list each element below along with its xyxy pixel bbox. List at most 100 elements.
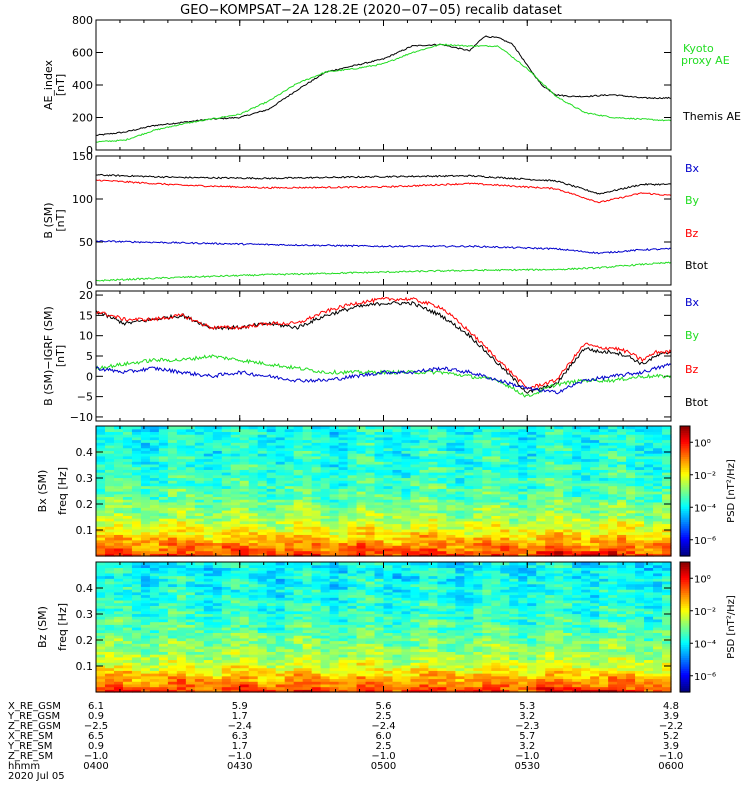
spectrogram-cell [491, 523, 501, 527]
spectrogram-cell [500, 542, 510, 546]
spectrogram-cell [194, 428, 205, 433]
spectrogram-cell [554, 523, 564, 527]
spectrogram-cell [140, 662, 151, 666]
spectrogram-cell [248, 667, 259, 671]
spectrogram-cell [338, 648, 349, 652]
spectrogram-cell [653, 640, 663, 644]
spectrogram-cell [410, 485, 421, 489]
spectrogram-cell [239, 675, 250, 680]
spectrogram-cell [653, 474, 663, 479]
y-tick-label: 0.4 [76, 446, 94, 459]
spectrogram-cell [527, 632, 537, 636]
spectrogram-cell [428, 645, 438, 650]
spectrogram-cell [491, 444, 501, 449]
spectrogram-cell [113, 491, 124, 495]
spectrogram-cell [644, 542, 654, 546]
spectrogram-cell [563, 504, 573, 508]
spectrogram-cell [356, 534, 367, 538]
spectrogram-cell [212, 550, 223, 554]
spectrogram-cell [149, 627, 160, 631]
spectrogram-cell [257, 453, 268, 457]
spectrogram-cell [572, 439, 582, 443]
spectrogram-cell [599, 645, 609, 650]
spectrogram-cell [536, 643, 546, 647]
spectrogram-cell [266, 439, 277, 443]
colorbar-cell [680, 514, 690, 518]
spectrogram-cell [653, 686, 663, 690]
spectrogram-cell [158, 509, 169, 514]
spectrogram-cell [113, 643, 124, 647]
spectrogram-cell [500, 458, 510, 462]
spectrogram-cell [599, 656, 609, 661]
spectrogram-cell [392, 640, 403, 644]
spectrogram-cell [545, 654, 555, 658]
spectrogram-cell [635, 542, 645, 546]
spectrogram-cell [554, 528, 564, 533]
spectrogram-cell [338, 426, 349, 430]
spectrogram-cell [257, 667, 268, 671]
spectrogram-cell [617, 434, 627, 438]
spectrogram-cell [167, 520, 178, 525]
spectrogram-cell [320, 461, 331, 465]
spectrogram-cell [491, 455, 501, 460]
spectrogram-cell [563, 428, 573, 433]
spectrogram-cell [221, 681, 232, 685]
spectrogram-cell [302, 667, 313, 671]
spectrogram-cell [455, 509, 465, 514]
spectrogram-cell [410, 455, 421, 460]
spectrogram-cell [113, 550, 124, 554]
colorbar-cell [680, 458, 690, 462]
spectrogram-cell [203, 515, 214, 519]
chart-title: GEO−KOMPSAT−2A 128.2E (2020−07−05) recal… [180, 3, 562, 18]
spectrogram-cell [482, 453, 492, 457]
spectrogram-cell [140, 426, 151, 430]
spectrogram-cell [500, 474, 510, 479]
spectrogram-cell [500, 553, 510, 557]
spectrogram-cell [437, 439, 447, 443]
spectrogram-cell [221, 515, 232, 519]
spectrogram-cell [257, 474, 268, 479]
spectrogram-cell [221, 629, 232, 634]
spectrogram-cell [158, 431, 169, 435]
spectrogram-cell [581, 431, 591, 435]
spectrogram-cell [275, 654, 286, 658]
spectrogram-cell [491, 656, 501, 661]
spectrogram-cell [509, 512, 519, 516]
spectrogram-cell [563, 531, 573, 535]
spectrogram-cell [401, 675, 412, 680]
spectrogram-cell [329, 689, 340, 693]
spectrogram-cell [122, 461, 133, 465]
spectrogram-cell [401, 453, 412, 457]
spectrogram-cell [527, 531, 537, 535]
spectrogram-cell [149, 550, 160, 554]
spectrogram-cell [644, 499, 654, 503]
spectrogram-cell [374, 450, 385, 454]
spectrogram-cell [212, 496, 223, 500]
spectrogram-cell [626, 664, 636, 669]
spectrogram-cell [356, 664, 367, 669]
spectrogram-cell [608, 635, 618, 639]
spectrogram-cell [392, 526, 403, 530]
spectrogram-cell [392, 472, 403, 476]
spectrogram-cell [374, 683, 385, 688]
spectrogram-cell [311, 469, 322, 473]
spectrogram-cell [437, 654, 447, 658]
spectrogram-cell [320, 550, 331, 554]
spectrogram-cell [176, 509, 187, 514]
spectrogram-cell [401, 537, 412, 541]
spectrogram-cell [581, 447, 591, 451]
spectrogram-cell [329, 474, 340, 479]
spectrogram-cell [96, 515, 106, 519]
spectrogram-cell [131, 426, 142, 430]
spectrogram-cell [311, 458, 322, 462]
spectrogram-cell [329, 637, 340, 642]
spectrogram-cell [320, 474, 331, 479]
spectrogram-cell [338, 472, 349, 476]
spectrogram-cell [590, 686, 600, 690]
spectrogram-cell [590, 474, 600, 479]
spectrogram-cell [239, 455, 250, 460]
spectrogram-cell [221, 643, 232, 647]
spectrogram-cell [221, 439, 232, 443]
spectrogram-cell [149, 426, 160, 430]
